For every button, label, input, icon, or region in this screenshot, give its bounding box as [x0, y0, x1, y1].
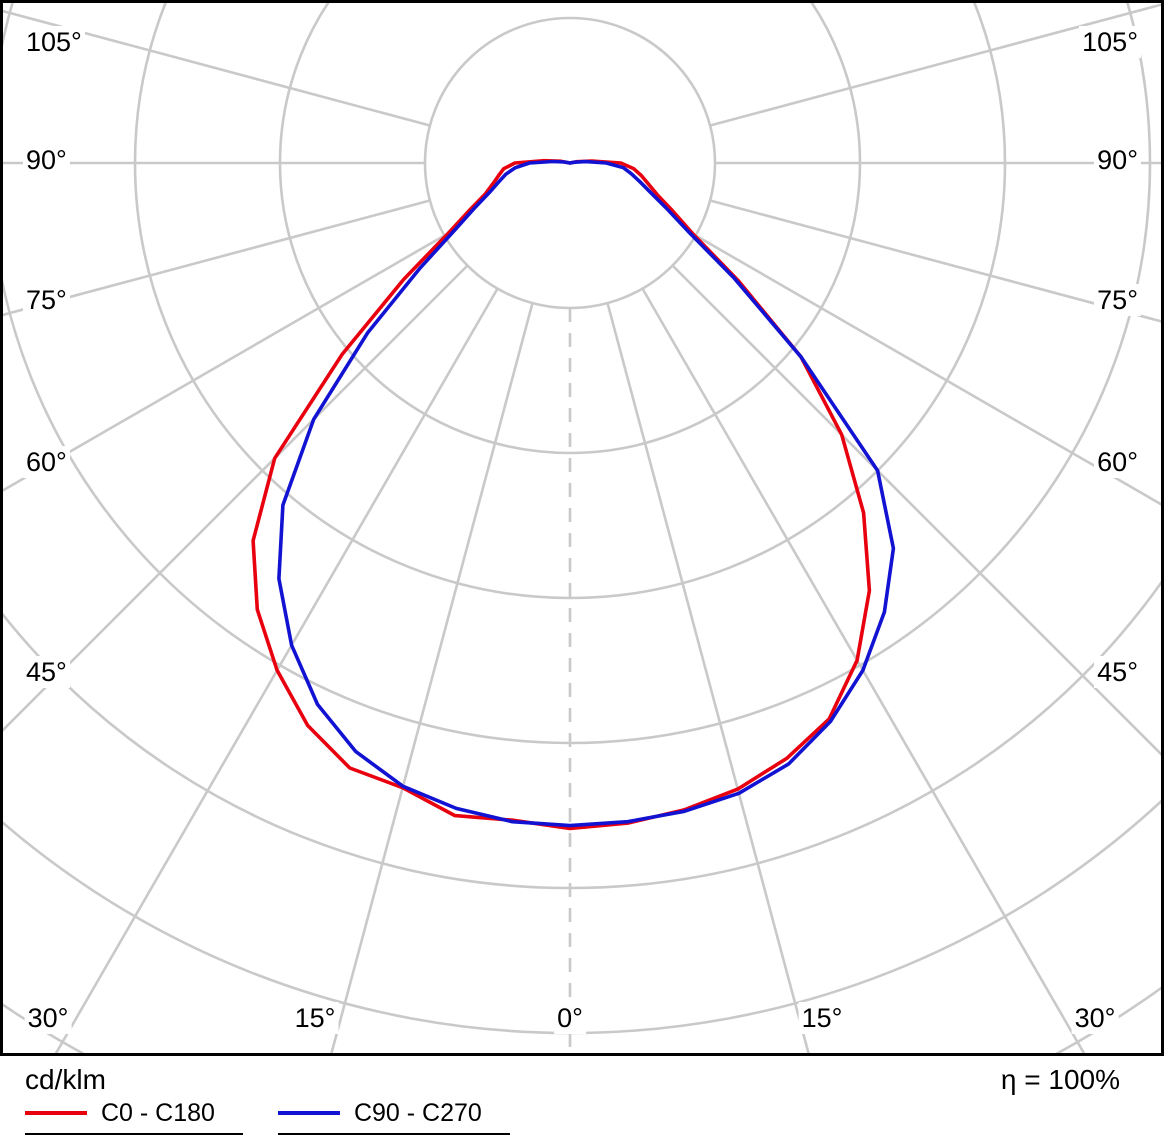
angle-label-left-75: 75° [23, 284, 70, 316]
grid-radial-line-60deg [694, 234, 1161, 506]
angle-label-right-90: 90° [1094, 144, 1141, 176]
curve-c90-c270 [277, 159, 896, 828]
angle-label-right-45: 45° [1094, 656, 1141, 688]
legend: C0 - C180 C90 - C270 [25, 1100, 510, 1135]
efficiency-label: η = 100% [1000, 1064, 1120, 1095]
grid-radial-line--15deg [330, 302, 534, 1053]
grid-radial-line--75deg [3, 199, 431, 317]
grid-radial-line--30deg [54, 287, 499, 1053]
angle-label-left-45: 45° [23, 656, 70, 688]
grid-radial-line-45deg [671, 264, 1161, 756]
grid-radial-line--60deg [3, 234, 446, 492]
angle-label-bottom-1: 15° [291, 1002, 339, 1034]
angle-label-bottom-4: 30° [1071, 1002, 1119, 1034]
curve-c0-c180 [251, 158, 872, 831]
legend-item-c0-c180: C0 - C180 [25, 1100, 243, 1135]
angle-label-left-90: 90° [23, 144, 70, 176]
angle-label-bottom-3: 15° [798, 1002, 846, 1034]
grid-ring-500 [3, 580, 1161, 890]
grid-radial-line-15deg [606, 302, 810, 1053]
grid-radial-line-30deg [641, 287, 1086, 1053]
units-label: cd/klm [25, 1064, 106, 1095]
c0-c180-line-swatch [25, 1111, 87, 1115]
angle-label-left-105: 105° [23, 26, 85, 58]
angle-label-right-105: 105° [1079, 26, 1141, 58]
grid-radial-line-105deg [709, 3, 1161, 127]
grid-radial-line--105deg [3, 9, 431, 127]
legend-label-c90-c270: C90 - C270 [353, 1099, 482, 1127]
polar-chart-canvas [3, 3, 1161, 1053]
angle-label-bottom-0: 30° [24, 1002, 72, 1034]
angle-label-bottom-2: 0° [554, 1002, 586, 1034]
polar-diagram-frame: 105° 105° 90° 90° 75° 75° 60° 60° 45° 45° 30° 15° 0°… [0, 0, 1164, 1056]
angle-label-right-60: 60° [1094, 446, 1141, 478]
angle-label-right-75: 75° [1094, 284, 1141, 316]
legend-label-c0-c180: C0 - C180 [101, 1099, 215, 1127]
grid-radial-line--45deg [3, 264, 469, 732]
grid-ring-400 [3, 3, 1152, 745]
grid-radial-line-75deg [709, 199, 1161, 323]
grid-ring-600 [3, 799, 1161, 1035]
c90-c270-line-swatch [277, 1111, 340, 1115]
footer: cd/klm η = 100% C0 - C180 C90 - C270 [0, 1056, 1164, 1140]
angle-label-left-60: 60° [23, 446, 70, 478]
legend-item-c90-c270: C90 - C270 [277, 1099, 510, 1135]
